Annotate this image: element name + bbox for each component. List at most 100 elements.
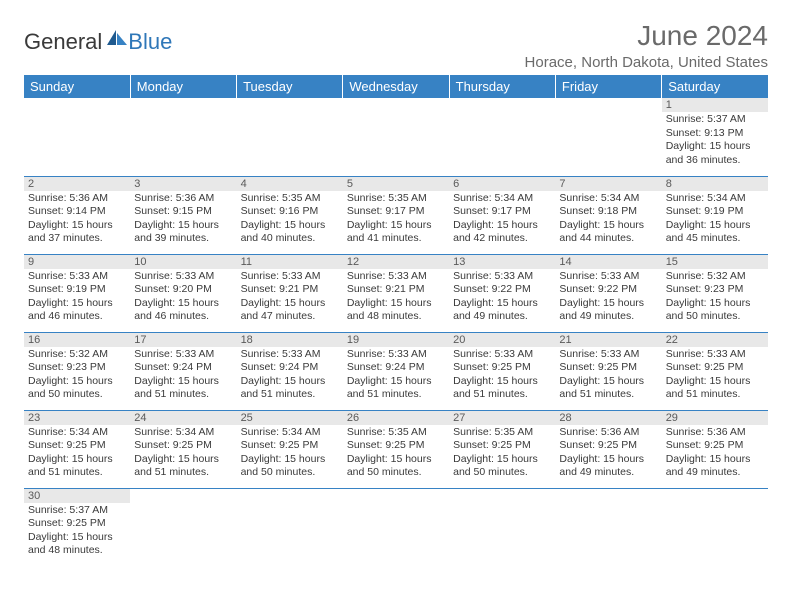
day-number: 1 [662,98,768,112]
day-number: 11 [237,255,343,269]
calendar-cell: 10Sunrise: 5:33 AMSunset: 9:20 PMDayligh… [130,254,236,332]
sunrise-line: Sunrise: 5:34 AM [559,192,657,206]
day-number: 2 [24,177,130,191]
daylight-line: Daylight: 15 hours and 44 minutes. [559,219,657,246]
calendar-cell [555,488,661,566]
day-header: Saturday [662,75,768,98]
calendar-week-row: 9Sunrise: 5:33 AMSunset: 9:19 PMDaylight… [24,254,768,332]
day-content: Sunrise: 5:36 AMSunset: 9:25 PMDaylight:… [662,425,768,482]
sunset-line: Sunset: 9:25 PM [28,439,126,453]
sunset-line: Sunset: 9:24 PM [134,361,232,375]
day-number: 24 [130,411,236,425]
calendar-cell: 14Sunrise: 5:33 AMSunset: 9:22 PMDayligh… [555,254,661,332]
sunrise-line: Sunrise: 5:36 AM [559,426,657,440]
daylight-line: Daylight: 15 hours and 51 minutes. [134,453,232,480]
daylight-line: Daylight: 15 hours and 51 minutes. [347,375,445,402]
calendar-cell: 22Sunrise: 5:33 AMSunset: 9:25 PMDayligh… [662,332,768,410]
day-content: Sunrise: 5:33 AMSunset: 9:25 PMDaylight:… [555,347,661,404]
day-number: 17 [130,333,236,347]
day-content: Sunrise: 5:34 AMSunset: 9:18 PMDaylight:… [555,191,661,248]
calendar-cell: 15Sunrise: 5:32 AMSunset: 9:23 PMDayligh… [662,254,768,332]
sunrise-line: Sunrise: 5:33 AM [241,348,339,362]
sunrise-line: Sunrise: 5:37 AM [666,113,764,127]
day-content: Sunrise: 5:33 AMSunset: 9:25 PMDaylight:… [449,347,555,404]
daylight-line: Daylight: 15 hours and 47 minutes. [241,297,339,324]
sunset-line: Sunset: 9:18 PM [559,205,657,219]
sunrise-line: Sunrise: 5:33 AM [347,348,445,362]
daylight-line: Daylight: 15 hours and 51 minutes. [241,375,339,402]
calendar-cell [555,98,661,176]
title-block: June 2024 Horace, North Dakota, United S… [525,20,768,71]
sunset-line: Sunset: 9:13 PM [666,127,764,141]
daylight-line: Daylight: 15 hours and 50 minutes. [453,453,551,480]
daylight-line: Daylight: 15 hours and 39 minutes. [134,219,232,246]
calendar-cell: 1Sunrise: 5:37 AMSunset: 9:13 PMDaylight… [662,98,768,176]
calendar-cell: 16Sunrise: 5:32 AMSunset: 9:23 PMDayligh… [24,332,130,410]
sunrise-line: Sunrise: 5:34 AM [134,426,232,440]
sunset-line: Sunset: 9:19 PM [28,283,126,297]
sunset-line: Sunset: 9:17 PM [453,205,551,219]
daylight-line: Daylight: 15 hours and 45 minutes. [666,219,764,246]
calendar-cell: 17Sunrise: 5:33 AMSunset: 9:24 PMDayligh… [130,332,236,410]
calendar-week-row: 23Sunrise: 5:34 AMSunset: 9:25 PMDayligh… [24,410,768,488]
sunrise-line: Sunrise: 5:36 AM [28,192,126,206]
daylight-line: Daylight: 15 hours and 48 minutes. [28,531,126,558]
calendar-cell: 11Sunrise: 5:33 AMSunset: 9:21 PMDayligh… [237,254,343,332]
sunset-line: Sunset: 9:25 PM [347,439,445,453]
daylight-line: Daylight: 15 hours and 50 minutes. [241,453,339,480]
calendar-cell: 8Sunrise: 5:34 AMSunset: 9:19 PMDaylight… [662,176,768,254]
calendar-cell: 2Sunrise: 5:36 AMSunset: 9:14 PMDaylight… [24,176,130,254]
sunset-line: Sunset: 9:25 PM [134,439,232,453]
day-header: Tuesday [237,75,343,98]
sunrise-line: Sunrise: 5:34 AM [666,192,764,206]
day-number: 19 [343,333,449,347]
day-content: Sunrise: 5:36 AMSunset: 9:14 PMDaylight:… [24,191,130,248]
calendar-cell: 3Sunrise: 5:36 AMSunset: 9:15 PMDaylight… [130,176,236,254]
calendar-cell: 29Sunrise: 5:36 AMSunset: 9:25 PMDayligh… [662,410,768,488]
calendar-cell: 5Sunrise: 5:35 AMSunset: 9:17 PMDaylight… [343,176,449,254]
day-content: Sunrise: 5:33 AMSunset: 9:22 PMDaylight:… [555,269,661,326]
logo-text-blue: Blue [128,29,172,55]
daylight-line: Daylight: 15 hours and 51 minutes. [453,375,551,402]
sunset-line: Sunset: 9:25 PM [241,439,339,453]
sunset-line: Sunset: 9:19 PM [666,205,764,219]
calendar-cell: 19Sunrise: 5:33 AMSunset: 9:24 PMDayligh… [343,332,449,410]
sunrise-line: Sunrise: 5:33 AM [559,270,657,284]
day-number: 26 [343,411,449,425]
day-number: 25 [237,411,343,425]
sunset-line: Sunset: 9:23 PM [666,283,764,297]
day-content: Sunrise: 5:33 AMSunset: 9:21 PMDaylight:… [237,269,343,326]
day-content: Sunrise: 5:35 AMSunset: 9:25 PMDaylight:… [343,425,449,482]
sunset-line: Sunset: 9:17 PM [347,205,445,219]
location: Horace, North Dakota, United States [525,54,768,71]
calendar-cell [237,98,343,176]
calendar-cell: 24Sunrise: 5:34 AMSunset: 9:25 PMDayligh… [130,410,236,488]
day-content: Sunrise: 5:37 AMSunset: 9:25 PMDaylight:… [24,503,130,560]
daylight-line: Daylight: 15 hours and 49 minutes. [559,297,657,324]
daylight-line: Daylight: 15 hours and 46 minutes. [134,297,232,324]
daylight-line: Daylight: 15 hours and 51 minutes. [559,375,657,402]
day-content: Sunrise: 5:32 AMSunset: 9:23 PMDaylight:… [24,347,130,404]
daylight-line: Daylight: 15 hours and 42 minutes. [453,219,551,246]
day-content: Sunrise: 5:33 AMSunset: 9:21 PMDaylight:… [343,269,449,326]
sunrise-line: Sunrise: 5:32 AM [666,270,764,284]
day-content: Sunrise: 5:33 AMSunset: 9:24 PMDaylight:… [237,347,343,404]
sunset-line: Sunset: 9:21 PM [347,283,445,297]
calendar-cell: 18Sunrise: 5:33 AMSunset: 9:24 PMDayligh… [237,332,343,410]
calendar-week-row: 16Sunrise: 5:32 AMSunset: 9:23 PMDayligh… [24,332,768,410]
day-number: 12 [343,255,449,269]
calendar-cell [449,488,555,566]
sail-icon [106,28,128,51]
sunrise-line: Sunrise: 5:33 AM [134,348,232,362]
calendar-cell: 13Sunrise: 5:33 AMSunset: 9:22 PMDayligh… [449,254,555,332]
daylight-line: Daylight: 15 hours and 50 minutes. [666,297,764,324]
day-number: 30 [24,489,130,503]
day-content: Sunrise: 5:33 AMSunset: 9:24 PMDaylight:… [130,347,236,404]
day-content: Sunrise: 5:33 AMSunset: 9:24 PMDaylight:… [343,347,449,404]
sunrise-line: Sunrise: 5:35 AM [453,426,551,440]
day-number: 15 [662,255,768,269]
day-number: 27 [449,411,555,425]
calendar-cell: 9Sunrise: 5:33 AMSunset: 9:19 PMDaylight… [24,254,130,332]
calendar-cell [237,488,343,566]
sunrise-line: Sunrise: 5:35 AM [347,192,445,206]
